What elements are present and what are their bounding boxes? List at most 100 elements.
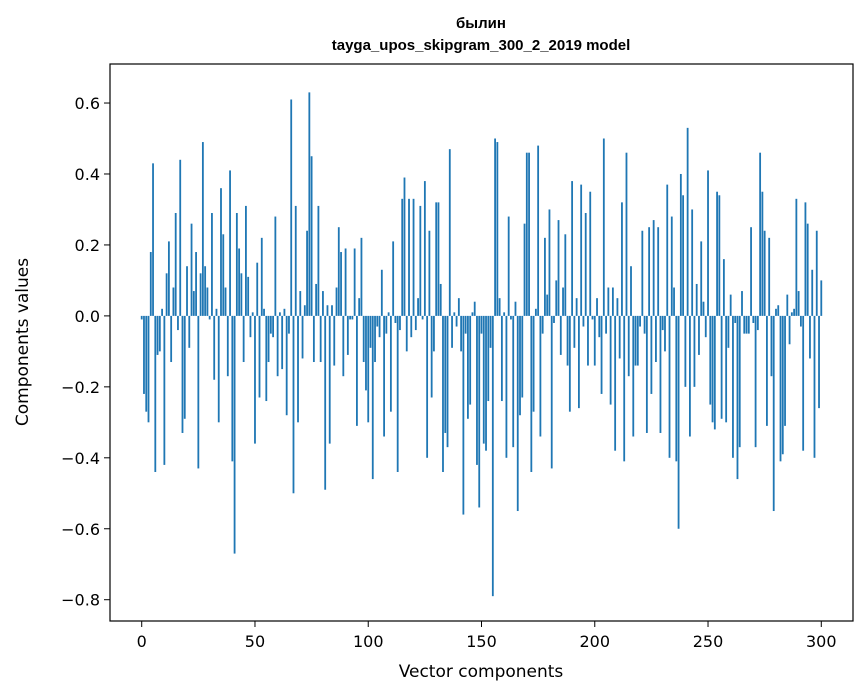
bar-217 [632,315,635,437]
chart-subtitle: tayga_upos_skipgram_300_2_2019 model [332,37,631,54]
bar-4 [149,252,152,316]
bar-274 [761,191,764,316]
bar-38 [226,315,229,377]
x-tick-label: 100 [353,632,384,651]
bar-142 [462,315,465,515]
bar-172 [530,315,533,472]
bar-66 [290,99,293,316]
bar-21 [188,315,191,348]
bar-273 [759,152,762,316]
bar-275 [763,230,766,316]
bar-222 [643,315,646,334]
bar-133 [442,315,444,472]
y-tick-label: 0.2 [75,236,100,255]
bar-0 [140,315,143,320]
bar-278 [770,315,773,377]
bar-80 [322,291,324,316]
bar-242 [689,315,691,437]
bar-161 [505,315,508,458]
bar-288 [793,308,796,316]
y-axis-ticks: −0.8 −0.6 −0.4 −0.2 0.0 0.2 0.4 0.6 [61,94,110,610]
bar-141 [460,315,463,352]
y-tick-label: −0.6 [61,520,100,539]
bar-249 [704,315,707,338]
bar-282 [779,315,782,462]
bar-87 [337,227,340,316]
bar-122 [417,298,419,316]
bar-292 [802,315,805,451]
bar-176 [539,315,542,437]
bar-94 [353,248,356,316]
bar-246 [698,315,700,355]
bar-74 [308,92,311,316]
bar-128 [430,315,433,398]
bar-108 [385,315,388,334]
bar-178 [544,237,546,316]
bar-96 [358,298,361,316]
x-tick-label: 0 [137,632,147,651]
bar-171 [528,152,530,316]
bar-265 [741,291,743,316]
bar-151 [482,315,485,444]
bar-70 [299,291,302,316]
bar-300 [820,280,823,316]
bar-181 [550,315,553,469]
bar-260 [729,294,732,316]
bar-135 [446,315,449,448]
bar-69 [297,315,299,423]
bar-279 [772,315,775,512]
bar-225 [650,315,653,394]
bar-14 [172,287,175,316]
bar-106 [380,269,383,316]
bar-43 [238,248,241,316]
bar-124 [421,315,424,320]
bar-31 [211,213,213,316]
bar-212 [621,202,623,316]
bar-67 [292,315,295,494]
bar-148 [476,315,478,465]
bar-7 [156,315,159,355]
bar-32 [213,315,216,380]
y-tick-label: −0.2 [61,378,100,397]
bar-26 [199,273,202,316]
bar-44 [240,273,243,316]
bar-76 [312,315,315,363]
bar-199 [591,315,594,320]
bar-223 [645,315,648,433]
bar-165 [514,301,517,316]
bar-118 [408,198,410,316]
bar-147 [473,301,476,316]
bar-166 [516,315,519,512]
bar-239 [682,195,685,316]
bar-37 [224,287,227,316]
bar-227 [655,315,657,363]
bar-276 [766,315,768,426]
bar-139 [455,315,458,327]
bar-10 [163,315,166,465]
bar-125 [423,181,426,316]
bar-116 [403,177,406,316]
bar-86 [335,287,338,316]
bar-101 [369,315,372,348]
bar-299 [818,315,820,409]
bar-266 [743,315,746,334]
bar-180 [548,209,551,316]
bar-287 [790,312,793,316]
bar-90 [344,248,347,316]
bar-58 [272,315,274,338]
bar-186 [562,287,564,316]
bar-13 [170,315,173,363]
bar-54 [263,308,265,316]
bar-175 [537,145,540,316]
bar-28 [204,266,207,316]
bar-202 [598,315,601,338]
bar-164 [512,315,515,448]
bar-107 [383,315,385,437]
bar-280 [775,308,777,316]
bar-131 [437,202,440,316]
bar-27 [201,142,204,316]
bar-286 [788,315,791,345]
bar-145 [469,315,472,405]
bar-271 [754,315,757,448]
